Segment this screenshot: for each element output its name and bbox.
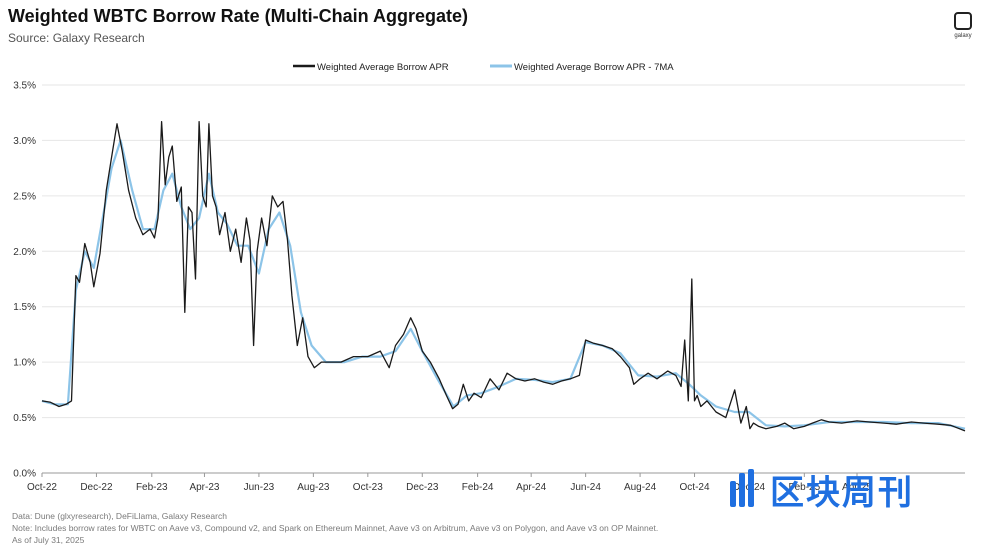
x-tick-label: Apr-25 xyxy=(842,482,872,493)
x-tick-label: Feb-24 xyxy=(462,482,494,493)
footnote-date: As of July 31, 2025 xyxy=(12,535,85,545)
footnote-data-sources: Data: Dune (glxyresearch), DeFiLlama, Ga… xyxy=(12,511,227,521)
chart-legend: Weighted Average Borrow APR Weighted Aver… xyxy=(293,62,674,73)
chart-footnotes: Data: Dune (glxyresearch), DeFiLlama, Ga… xyxy=(12,510,658,546)
watermark-logo-icon xyxy=(728,469,762,509)
y-tick-label: 0.0% xyxy=(13,469,36,480)
footnote-note: Note: Includes borrow rates for WBTC on … xyxy=(12,523,659,533)
galaxy-logo-text: galaxy xyxy=(954,33,972,39)
legend-item-apr-label: Weighted Average Borrow APR xyxy=(317,62,449,73)
axis-layer: 0.0% 0.5% 1.0% 1.5% 2.0% 2.5% 3.0% 3.5% Oct-22 De… xyxy=(13,81,872,494)
galaxy-logo: galaxy xyxy=(950,10,976,44)
legend-item-7ma-label: Weighted Average Borrow APR - 7MA xyxy=(514,62,674,73)
y-tick-label: 0.5% xyxy=(13,413,36,424)
watermark: 区块周刊 xyxy=(728,463,968,515)
y-tick-label: 2.0% xyxy=(13,247,36,258)
chart-title: Weighted WBTC Borrow Rate (Multi-Chain A… xyxy=(8,6,468,26)
x-tick-label: Apr-24 xyxy=(516,482,546,493)
grid-layer xyxy=(42,84,965,474)
galaxy-logo-icon xyxy=(954,12,972,30)
x-tick-label: Oct-22 xyxy=(27,482,57,493)
y-tick-label: 3.5% xyxy=(13,81,36,92)
series-layer xyxy=(41,120,966,432)
x-tick-label: Oct-24 xyxy=(680,482,710,493)
y-tick-label: 2.5% xyxy=(13,191,36,202)
x-tick-label: Feb-23 xyxy=(136,482,168,493)
x-tick-label: Oct-23 xyxy=(353,482,383,493)
watermark-text: 区块周刊 xyxy=(770,472,914,513)
y-tick-label: 3.0% xyxy=(13,136,36,147)
x-tick-label: Dec-23 xyxy=(406,482,439,493)
x-tick-label: Jun-24 xyxy=(570,482,601,493)
x-tick-label: Dec-22 xyxy=(80,482,113,493)
series-line-7ma xyxy=(41,139,966,430)
chart-subtitle: Source: Galaxy Research xyxy=(8,31,145,45)
x-tick-label: Aug-23 xyxy=(297,482,330,493)
x-tick-label: Apr-23 xyxy=(189,482,219,493)
y-tick-label: 1.0% xyxy=(13,358,36,369)
x-tick-label: Jun-23 xyxy=(244,482,275,493)
x-tick-label: Aug-24 xyxy=(624,482,657,493)
y-tick-label: 1.5% xyxy=(13,302,36,313)
x-tick-label: Feb-25 xyxy=(788,482,820,493)
